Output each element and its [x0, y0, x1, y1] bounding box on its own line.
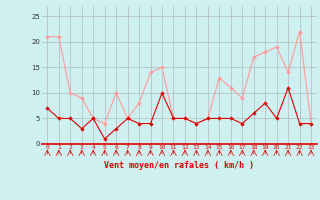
X-axis label: Vent moyen/en rafales ( km/h ): Vent moyen/en rafales ( km/h ) [104, 161, 254, 170]
